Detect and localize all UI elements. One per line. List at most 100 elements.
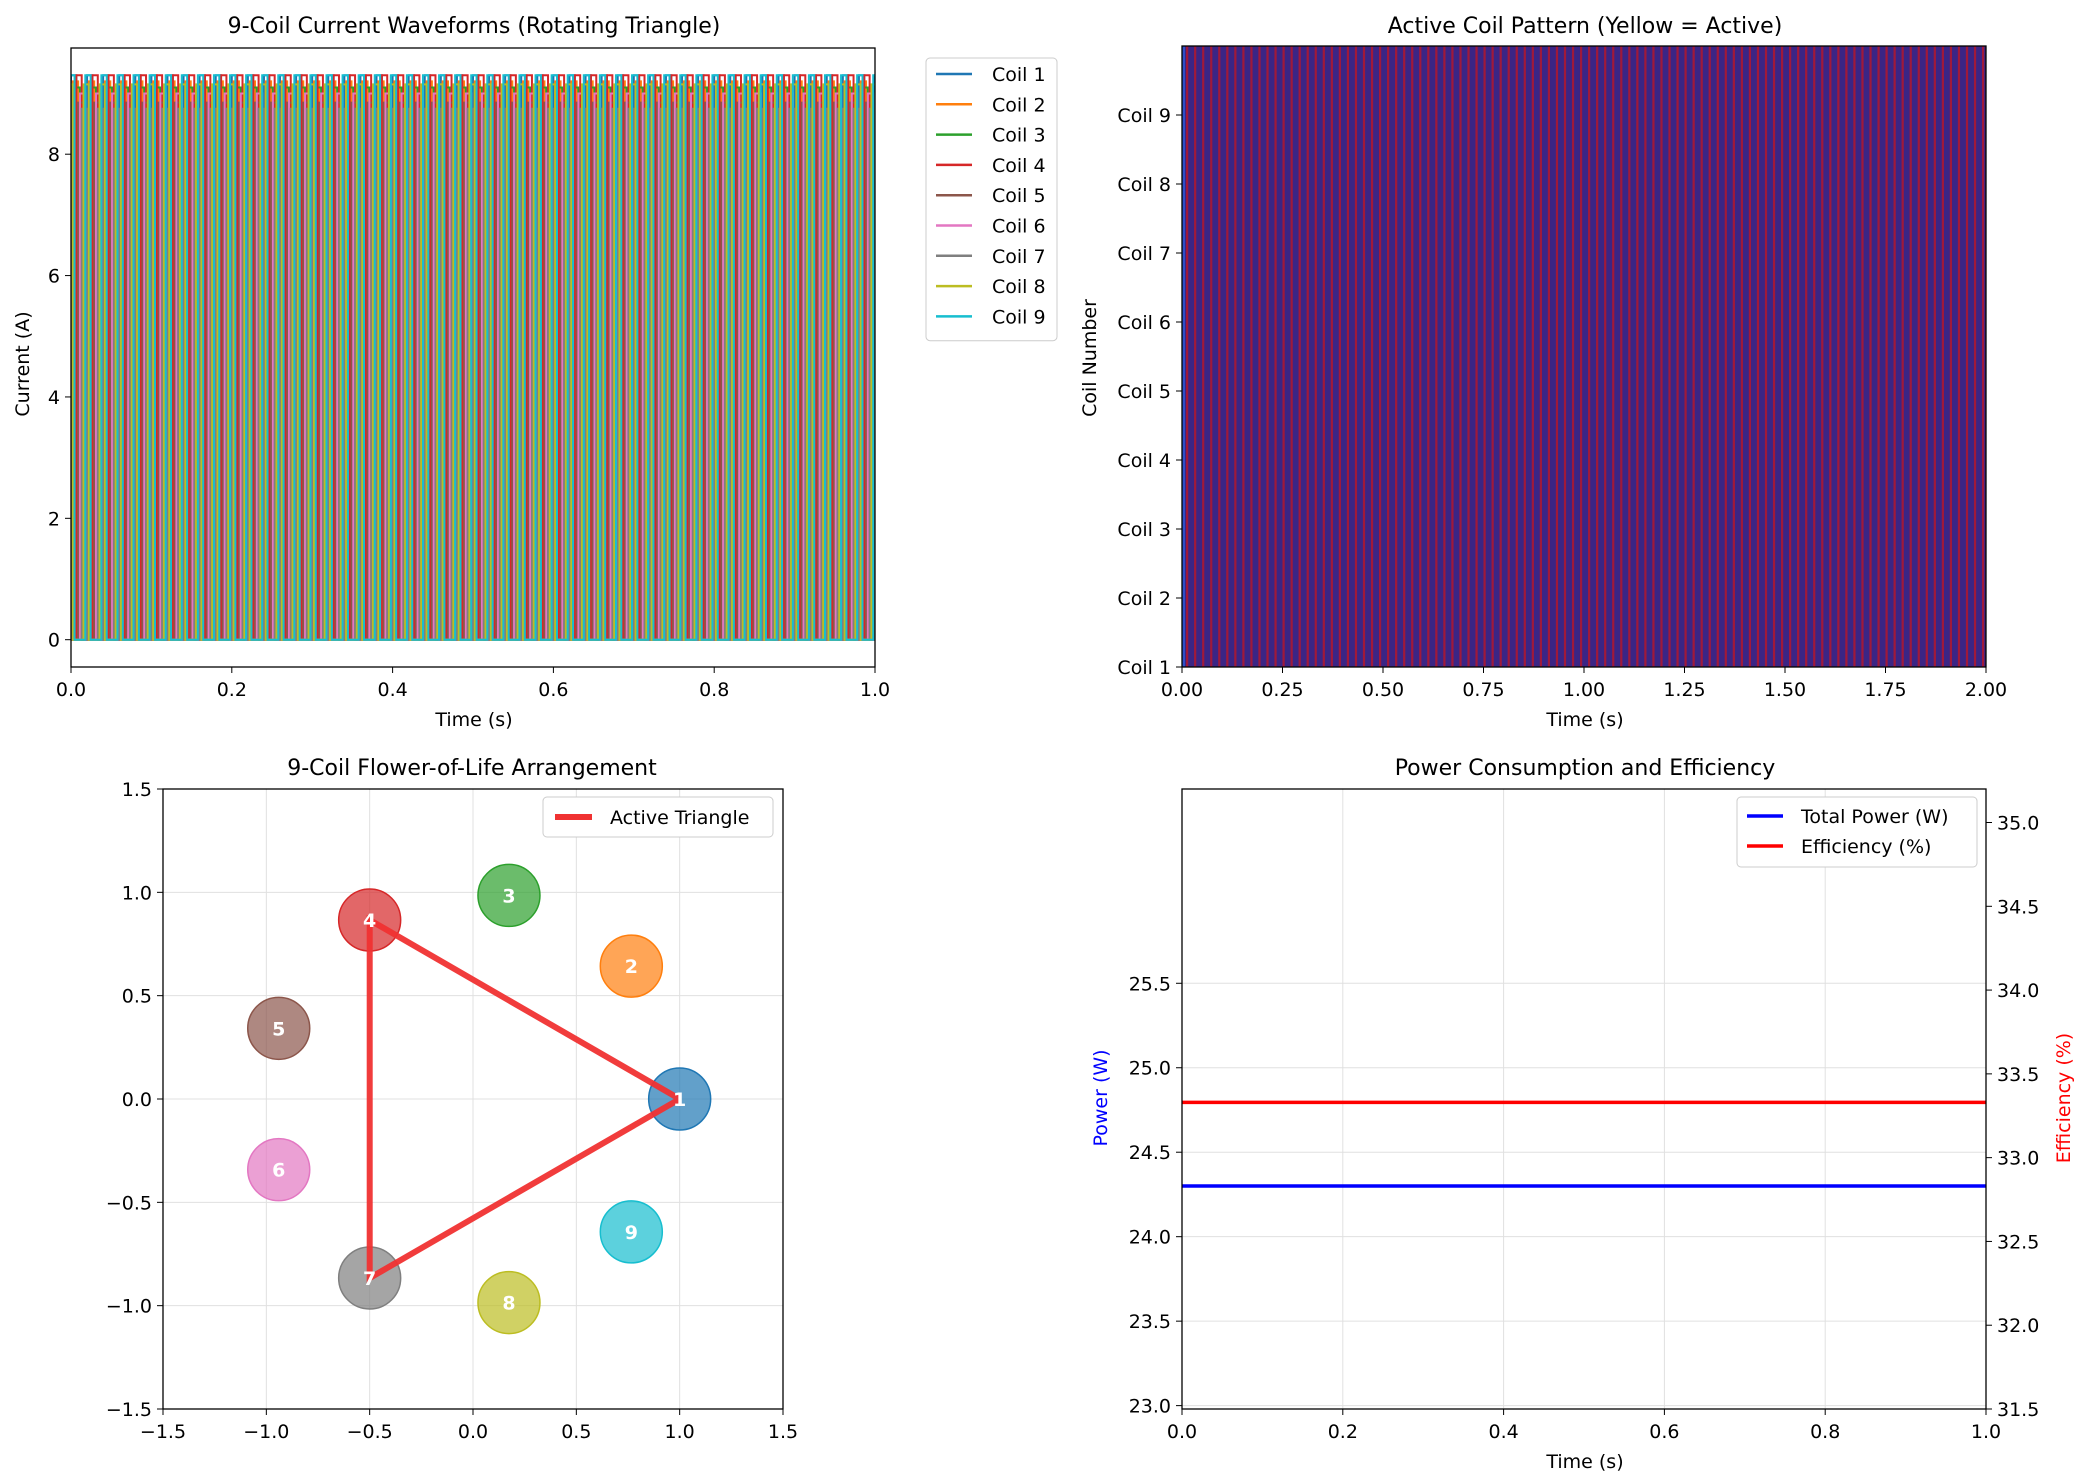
legend-label-coil-5: Coil 5 — [992, 185, 1046, 207]
heatmap-active-stripe — [1869, 46, 1872, 667]
heatmap-active-stripe — [1612, 46, 1615, 667]
heatmap-active-stripe — [1298, 46, 1301, 667]
heatmap-active-stripe — [1732, 46, 1735, 667]
heatmap-active-stripe — [1973, 46, 1977, 667]
y-tick-label: Coil 4 — [1117, 450, 1171, 472]
coil-label-7: 7 — [363, 1268, 376, 1290]
y-tick-label: 0.0 — [122, 1089, 152, 1111]
y-tick-label: Coil 2 — [1117, 588, 1171, 610]
heatmap-active-stripe — [1628, 46, 1631, 667]
heatmap-active-stripe — [1290, 46, 1293, 667]
heatmap-active-stripe — [1708, 46, 1711, 667]
legend-box — [1736, 796, 1978, 868]
heatmap-active-stripe — [1362, 46, 1366, 667]
heatmap-active-stripe — [1668, 46, 1671, 667]
y-tick-label: −0.5 — [106, 1192, 152, 1214]
y-tick-label: Coil 5 — [1117, 381, 1171, 403]
heatmap-active-stripe — [1547, 46, 1551, 667]
heatmap-active-stripe — [1234, 46, 1237, 667]
heatmap-active-stripe — [1821, 46, 1824, 667]
heatmap-active-stripe — [1797, 46, 1800, 667]
heatmap-active-stripe — [1282, 46, 1285, 667]
heatmap-active-stripe — [1724, 46, 1727, 667]
x-tick-label: 1.0 — [665, 1421, 695, 1443]
heatmap-active-stripe — [1435, 46, 1438, 667]
heatmap-active-stripe — [1837, 46, 1840, 667]
coil-label-6: 6 — [272, 1160, 285, 1182]
heatmap-active-stripe — [1483, 46, 1486, 667]
y-tick-label: −1.0 — [106, 1296, 152, 1318]
legend-label-coil-1: Coil 1 — [992, 64, 1046, 86]
heatmap-active-stripe — [1306, 46, 1309, 667]
heatmap-active-stripe — [1419, 46, 1422, 667]
heatmap-active-stripe — [1845, 46, 1848, 667]
y-tick-label: 1.5 — [122, 779, 152, 801]
heatmap-active-stripe — [1813, 46, 1816, 667]
heatmap-active-stripe — [1579, 46, 1583, 667]
x-tick-label: 1.75 — [1864, 679, 1906, 701]
heatmap-active-stripe — [1202, 46, 1205, 667]
heatmap-active-stripe — [1861, 46, 1864, 667]
heatmap-active-stripe — [1652, 46, 1655, 667]
heatmap-active-stripe — [1700, 46, 1703, 667]
legend-label-efficiency: Efficiency (%) — [1801, 836, 1931, 858]
x-tick-label: 0.50 — [1362, 679, 1404, 701]
heatmap-active-stripe — [1789, 46, 1792, 667]
y-tick-label: Coil 6 — [1117, 312, 1171, 334]
heatmap-active-stripe — [1370, 46, 1374, 667]
heatmap-active-stripe — [1604, 46, 1607, 667]
heatmap-active-stripe — [1194, 46, 1197, 667]
coil-arrangement-chart: 9-Coil Flower-of-Life Arrangement 1 2 3 4 5 6… — [106, 756, 798, 1443]
heatmap-active-stripe — [1555, 46, 1559, 667]
heatmap-active-stripe — [1459, 46, 1462, 667]
x-tick-label: 0.0 — [1167, 1421, 1197, 1443]
x-tick-label: 1.25 — [1663, 679, 1705, 701]
y-tick-label-left: 24.5 — [1129, 1142, 1171, 1164]
y-tick-label: −1.5 — [106, 1399, 152, 1421]
x-tick-label: 0.0 — [458, 1421, 488, 1443]
heatmap-active-stripe — [1346, 46, 1350, 667]
heatmap-active-stripe — [1467, 46, 1470, 667]
heatmap-active-stripe — [1676, 46, 1679, 667]
coil-marker-8 — [477, 1270, 541, 1335]
heatmap-active-stripe — [1507, 46, 1510, 667]
heatmap-active-stripe — [1805, 46, 1808, 667]
y-axis-label-right: Efficiency (%) — [2053, 1033, 2075, 1163]
y-tick-label-left: 24.0 — [1129, 1227, 1171, 1249]
y-tick-label: 2 — [48, 508, 60, 530]
coil-label-2: 2 — [625, 956, 638, 978]
y-tick-label: 0 — [48, 630, 60, 652]
y-tick-label: 0.5 — [122, 986, 152, 1008]
y-tick-label-right: 35.0 — [1997, 813, 2039, 835]
x-tick-label: −1.0 — [243, 1421, 289, 1443]
heatmap-active-stripe — [1772, 46, 1776, 667]
x-tick-label: 0.00 — [1161, 679, 1203, 701]
x-tick-label: 1.00 — [1563, 679, 1605, 701]
x-tick-label: −1.5 — [140, 1421, 186, 1443]
chart-title: 9-Coil Current Waveforms (Rotating Trian… — [228, 14, 721, 39]
x-tick-label: 2.00 — [1965, 679, 2007, 701]
series-line-coil-9 — [71, 74, 875, 641]
heatmap-active-stripe — [1563, 46, 1567, 667]
y-tick-label-left: 23.0 — [1129, 1396, 1171, 1418]
heatmap-active-stripe — [1909, 46, 1912, 667]
heatmap-active-stripe — [1596, 46, 1599, 667]
coil-marker-9 — [599, 1200, 664, 1264]
heatmap-active-stripe — [1829, 46, 1832, 667]
coil-label-4: 4 — [363, 910, 376, 932]
coil-label-5: 5 — [272, 1018, 285, 1040]
heatmap-active-stripe — [1210, 46, 1213, 667]
y-tick-label-right: 31.5 — [1997, 1399, 2039, 1421]
y-tick-label-left: 25.0 — [1129, 1058, 1171, 1080]
y-tick-label-left: 23.5 — [1129, 1311, 1171, 1333]
heatmap-active-stripe — [1451, 46, 1454, 667]
heatmap-active-stripe — [1186, 46, 1189, 667]
x-tick-label: 1.0 — [1971, 1421, 2001, 1443]
x-tick-label: 0.0 — [56, 679, 86, 701]
coil-marker-6 — [246, 1137, 311, 1202]
plot-frame — [1181, 788, 1987, 1410]
current-waveforms-chart: 9-Coil Current Waveforms (Rotating Trian… — [12, 14, 1058, 731]
legend-label-coil-4: Coil 4 — [992, 155, 1046, 177]
chart-title: Active Coil Pattern (Yellow = Active) — [1388, 14, 1783, 39]
